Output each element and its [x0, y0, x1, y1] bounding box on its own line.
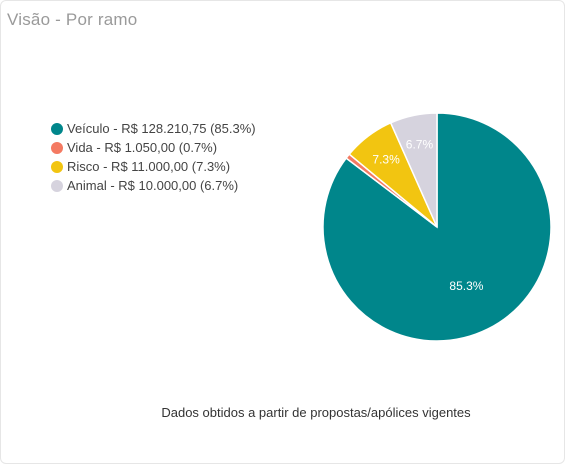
legend-swatch	[51, 122, 63, 135]
pie-slice-label-2: 7.3%	[372, 153, 400, 167]
chart-footnote: Dados obtidos a partir de propostas/apól…	[161, 405, 471, 420]
legend-swatch	[51, 160, 63, 173]
pie-slice-3[interactable]	[389, 112, 438, 228]
card-title: Visão - Por ramo	[7, 10, 138, 29]
legend-item-risco[interactable]: Risco - R$ 11.000,00 (7.3%)	[51, 159, 256, 174]
chart-legend: Veículo - R$ 128.210,75 (85.3%) Vida - R…	[51, 121, 256, 193]
legend-swatch	[51, 141, 63, 154]
legend-item-animal[interactable]: Animal - R$ 10.000,00 (6.7%)	[51, 178, 256, 193]
legend-item-veiculo[interactable]: Veículo - R$ 128.210,75 (85.3%)	[51, 121, 256, 136]
legend-label: Risco - R$ 11.000,00 (7.3%)	[67, 159, 231, 174]
legend-swatch	[51, 179, 63, 192]
legend-label: Animal - R$ 10.000,00 (6.7%)	[67, 178, 239, 193]
legend-label: Vida - R$ 1.050,00 (0.7%)	[67, 140, 218, 155]
legend-label: Veículo - R$ 128.210,75 (85.3%)	[67, 121, 256, 136]
legend-item-vida[interactable]: Vida - R$ 1.050,00 (0.7%)	[51, 140, 256, 155]
pie-slice-label-0: 85.3%	[449, 279, 483, 293]
pie-slice-label-3: 6.7%	[406, 137, 434, 151]
